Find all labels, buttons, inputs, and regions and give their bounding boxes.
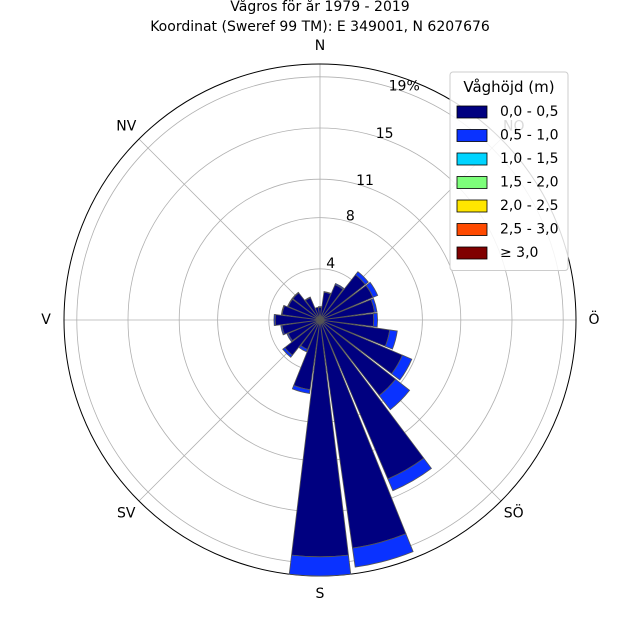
legend-entry-2: 1,0 - 1,5 xyxy=(500,151,558,167)
bar-dir-345-bin-0 xyxy=(314,306,321,321)
legend-swatch-2 xyxy=(456,152,488,166)
chart-title: Vågros för år 1979 - 2019 xyxy=(230,0,409,15)
bar-dir-270-bin-1 xyxy=(273,314,276,326)
direction-label-0: N xyxy=(315,38,325,54)
legend-entry-5: 2,5 - 3,0 xyxy=(500,222,558,238)
ring-label-1: 8 xyxy=(346,209,355,225)
legend-entry-3: 1,5 - 2,0 xyxy=(500,175,558,191)
bar-dir-120-bin-1 xyxy=(391,354,413,381)
bar-dir-165-bin-1 xyxy=(352,533,414,568)
ring-label-3: 15 xyxy=(376,126,394,142)
bar-dir-255-bin-1 xyxy=(280,324,285,336)
legend-frame xyxy=(449,71,569,271)
legend-entry-1: 0,5 - 1,0 xyxy=(500,128,558,144)
bar-dir-75-bin-1 xyxy=(370,297,378,313)
bar-dir-240-bin-1 xyxy=(286,333,293,343)
rose-bars xyxy=(273,271,432,577)
bar-dir-315-bin-1 xyxy=(291,291,300,300)
bar-dir-300-bin-1 xyxy=(287,298,293,307)
bar-dir-15-bin-1 xyxy=(323,291,332,295)
legend-swatch-0 xyxy=(456,105,488,119)
bar-dir-60-bin-1 xyxy=(365,281,379,298)
bar-dir-45-bin-1 xyxy=(354,271,369,286)
bar-dir-105-bin-1 xyxy=(384,329,398,350)
bar-dir-30-bin-1 xyxy=(334,282,345,290)
bar-dir-285-bin-1 xyxy=(280,304,285,316)
bar-dir-195-bin-1 xyxy=(291,384,311,394)
legend-swatch-5 xyxy=(456,223,488,236)
legend-title: Våghöjd (m) xyxy=(463,78,554,96)
legend-swatch-3 xyxy=(456,176,488,189)
legend-entry-0: 0,0 - 0,5 xyxy=(500,104,558,120)
direction-label-4: S xyxy=(316,586,325,602)
bar-dir-150-bin-1 xyxy=(387,457,432,492)
ring-label-2: 11 xyxy=(356,173,374,189)
direction-label-3: SÖ xyxy=(504,504,524,522)
legend-swatch-1 xyxy=(456,129,488,142)
legend-entry-6: ≥ 3,0 xyxy=(500,245,538,261)
ring-label-4: 19% xyxy=(389,79,420,95)
ring-labels: 4 8 11 15 19% xyxy=(326,79,419,272)
bar-dir-180-bin-1 xyxy=(288,554,352,577)
bar-dir-0-bin-1 xyxy=(317,306,323,308)
direction-label-7: NV xyxy=(116,118,136,134)
bar-dir-90-bin-1 xyxy=(372,312,379,328)
legend-swatch-4 xyxy=(456,199,488,213)
bar-dir-210-bin-1 xyxy=(298,345,308,353)
direction-label-6: V xyxy=(41,312,51,328)
ring-label-0: 4 xyxy=(326,256,335,272)
chart-subtitle: Koordinat (Sweref 99 TM): E 349001, N 62… xyxy=(150,19,490,35)
legend-entry-4: 2,0 - 2,5 xyxy=(500,198,558,214)
legend-swatch-6 xyxy=(456,246,488,260)
bar-dir-135-bin-1 xyxy=(378,378,411,411)
direction-label-2: Ö xyxy=(588,310,599,328)
grid-spoke-7 xyxy=(138,138,321,321)
direction-label-5: SV xyxy=(117,506,136,522)
legend: Våghöjd (m) 0,0 - 0,5 0,5 - 1,0 1,0 - 1,5 1,… xyxy=(449,71,569,271)
bar-dir-330-bin-1 xyxy=(304,296,311,302)
bar-dir-225-bin-1 xyxy=(282,347,293,358)
